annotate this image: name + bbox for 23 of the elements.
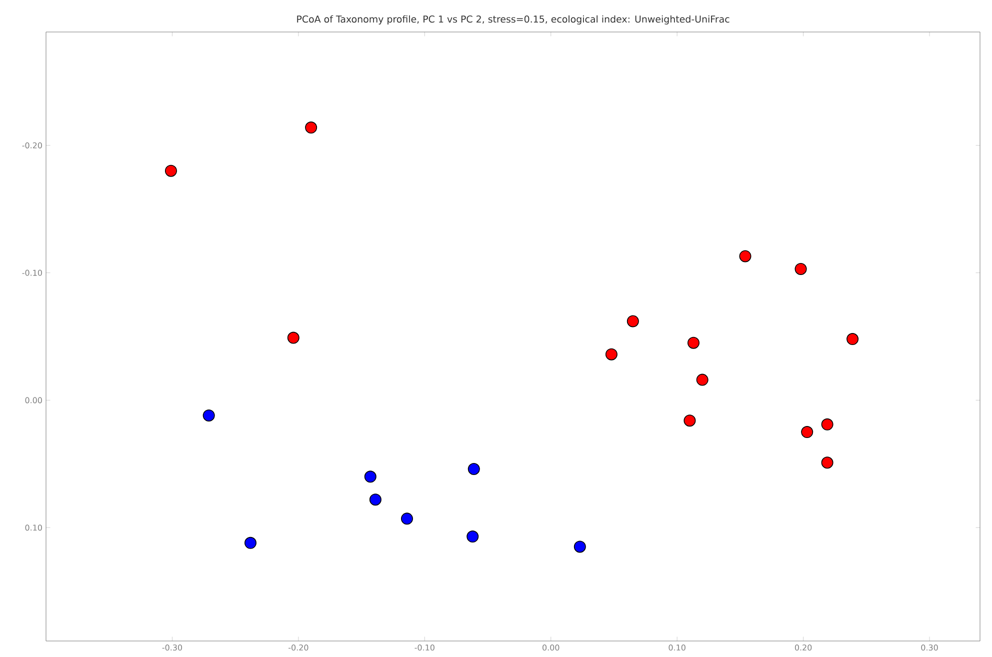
point [202, 409, 215, 422]
point [821, 418, 834, 430]
point [305, 122, 318, 134]
point [626, 315, 639, 328]
point [400, 512, 413, 525]
chart-title: PCoA of Taxonomy profile, PC 1 vs PC 2, stress=0.15, ecological index: Unweighted-UniFrac [297, 15, 730, 24]
point [364, 470, 376, 483]
point [466, 530, 479, 543]
point [574, 540, 586, 553]
point [696, 374, 708, 386]
point [164, 164, 177, 177]
point [244, 536, 256, 549]
point [287, 332, 300, 344]
point [794, 262, 807, 275]
point [369, 494, 382, 506]
point [821, 456, 834, 469]
point [739, 250, 752, 262]
point [605, 348, 618, 360]
point [688, 336, 700, 349]
point [468, 462, 480, 475]
point [801, 426, 814, 438]
point [684, 414, 696, 427]
point [846, 333, 859, 346]
